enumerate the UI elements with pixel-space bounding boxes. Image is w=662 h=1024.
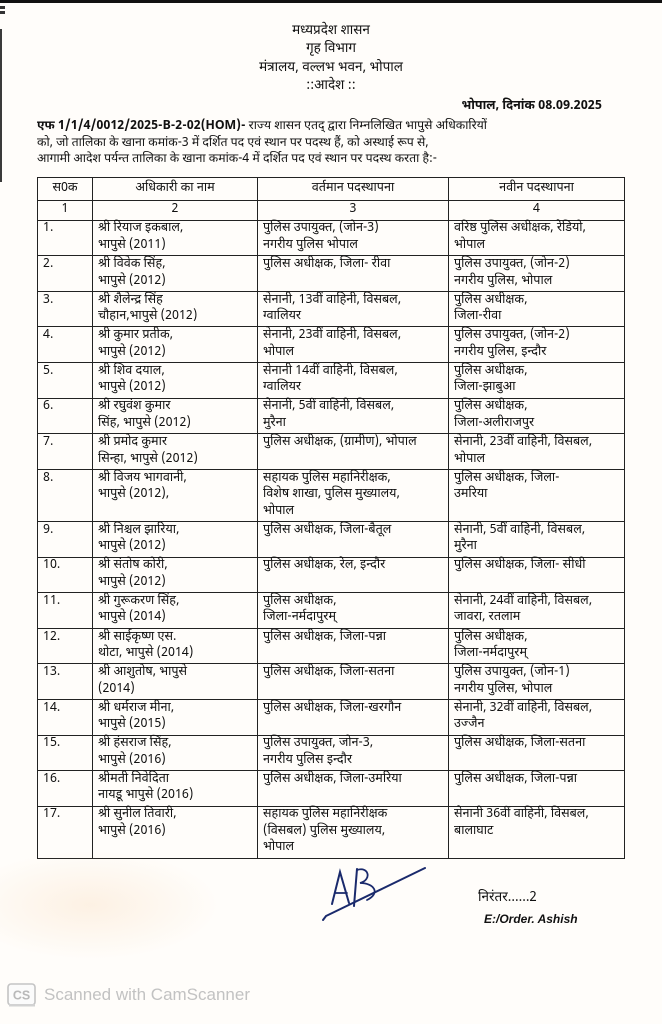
svg-text:CS: CS [13, 989, 30, 1003]
